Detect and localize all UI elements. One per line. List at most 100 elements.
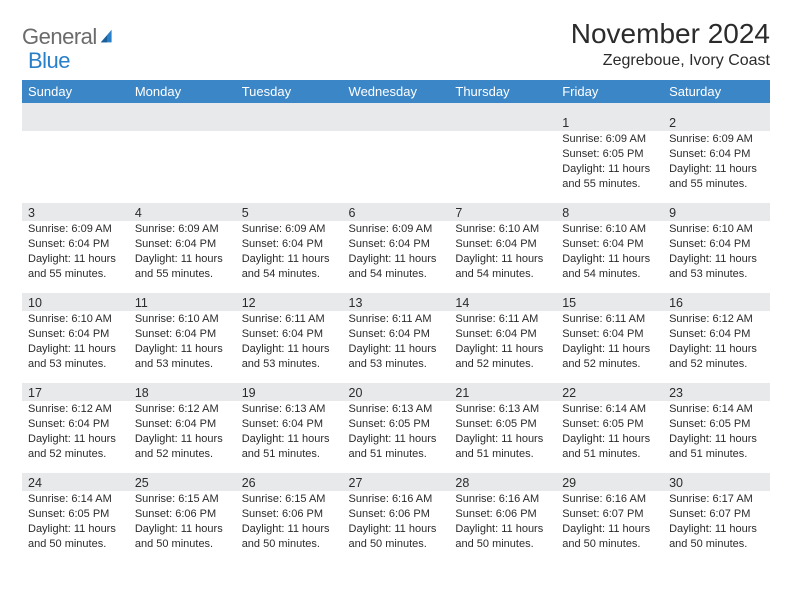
day-cell: Sunrise: 6:13 AMSunset: 6:04 PMDaylight:…: [236, 401, 343, 473]
day-d1: Daylight: 11 hours: [669, 522, 764, 537]
day-sunset: Sunset: 6:04 PM: [669, 237, 764, 252]
day-sunset: Sunset: 6:04 PM: [135, 417, 230, 432]
day-d2: and 50 minutes.: [242, 537, 337, 552]
day-cell: Sunrise: 6:13 AMSunset: 6:05 PMDaylight:…: [343, 401, 450, 473]
day-d1: Daylight: 11 hours: [455, 342, 550, 357]
day-cell: Sunrise: 6:12 AMSunset: 6:04 PMDaylight:…: [663, 311, 770, 383]
day-d2: and 50 minutes.: [562, 537, 657, 552]
day-number: 30: [663, 473, 770, 491]
day-d2: and 51 minutes.: [349, 447, 444, 462]
day-d2: and 50 minutes.: [135, 537, 230, 552]
day-number: 15: [556, 293, 663, 311]
day-number: [449, 113, 556, 131]
week-data-row: Sunrise: 6:14 AMSunset: 6:05 PMDaylight:…: [22, 491, 770, 563]
day-d2: and 53 minutes.: [349, 357, 444, 372]
day-sunset: Sunset: 6:04 PM: [349, 237, 444, 252]
day-d1: Daylight: 11 hours: [135, 522, 230, 537]
day-sunrise: Sunrise: 6:13 AM: [242, 402, 337, 417]
logo: General: [22, 18, 119, 50]
week-daynum-row: 24252627282930: [22, 473, 770, 491]
day-d1: Daylight: 11 hours: [669, 342, 764, 357]
day-number: 9: [663, 203, 770, 221]
day-cell: [129, 131, 236, 203]
day-d1: Daylight: 11 hours: [135, 252, 230, 267]
day-sunrise: Sunrise: 6:11 AM: [455, 312, 550, 327]
day-sunrise: Sunrise: 6:16 AM: [562, 492, 657, 507]
day-sunrise: Sunrise: 6:13 AM: [349, 402, 444, 417]
day-d1: Daylight: 11 hours: [135, 432, 230, 447]
week-daynum-row: 3456789: [22, 203, 770, 221]
day-cell: Sunrise: 6:09 AMSunset: 6:04 PMDaylight:…: [343, 221, 450, 293]
week-data-row: Sunrise: 6:09 AMSunset: 6:05 PMDaylight:…: [22, 131, 770, 203]
day-d2: and 52 minutes.: [669, 357, 764, 372]
day-cell: Sunrise: 6:11 AMSunset: 6:04 PMDaylight:…: [236, 311, 343, 383]
day-cell: Sunrise: 6:15 AMSunset: 6:06 PMDaylight:…: [129, 491, 236, 563]
day-sunrise: Sunrise: 6:14 AM: [562, 402, 657, 417]
day-cell: [236, 131, 343, 203]
dow-monday: Monday: [129, 80, 236, 103]
logo-word2: Blue: [28, 48, 70, 73]
dow-saturday: Saturday: [663, 80, 770, 103]
day-number: 4: [129, 203, 236, 221]
day-sunset: Sunset: 6:05 PM: [562, 147, 657, 162]
day-sunset: Sunset: 6:04 PM: [349, 327, 444, 342]
day-number: 1: [556, 113, 663, 131]
day-d2: and 55 minutes.: [28, 267, 123, 282]
day-d1: Daylight: 11 hours: [455, 432, 550, 447]
week-daynum-row: 12: [22, 113, 770, 131]
day-d2: and 54 minutes.: [562, 267, 657, 282]
day-cell: [343, 131, 450, 203]
day-d2: and 51 minutes.: [669, 447, 764, 462]
day-sunrise: Sunrise: 6:14 AM: [28, 492, 123, 507]
day-sunset: Sunset: 6:05 PM: [349, 417, 444, 432]
day-d1: Daylight: 11 hours: [349, 342, 444, 357]
day-sunrise: Sunrise: 6:11 AM: [349, 312, 444, 327]
day-d2: and 51 minutes.: [562, 447, 657, 462]
day-sunset: Sunset: 6:06 PM: [135, 507, 230, 522]
day-d1: Daylight: 11 hours: [28, 252, 123, 267]
day-d2: and 51 minutes.: [242, 447, 337, 462]
day-d1: Daylight: 11 hours: [562, 162, 657, 177]
day-d1: Daylight: 11 hours: [669, 162, 764, 177]
logo-word1: General: [22, 24, 97, 50]
day-cell: Sunrise: 6:15 AMSunset: 6:06 PMDaylight:…: [236, 491, 343, 563]
day-cell: Sunrise: 6:12 AMSunset: 6:04 PMDaylight:…: [22, 401, 129, 473]
calendar-table: Sunday Monday Tuesday Wednesday Thursday…: [22, 80, 770, 563]
day-cell: Sunrise: 6:09 AMSunset: 6:04 PMDaylight:…: [22, 221, 129, 293]
day-d2: and 54 minutes.: [242, 267, 337, 282]
day-d1: Daylight: 11 hours: [242, 342, 337, 357]
day-number: [343, 113, 450, 131]
day-d2: and 54 minutes.: [455, 267, 550, 282]
day-sunrise: Sunrise: 6:15 AM: [135, 492, 230, 507]
day-number: 17: [22, 383, 129, 401]
day-d1: Daylight: 11 hours: [135, 342, 230, 357]
day-number: 24: [22, 473, 129, 491]
day-sunset: Sunset: 6:04 PM: [135, 327, 230, 342]
day-sunrise: Sunrise: 6:09 AM: [135, 222, 230, 237]
day-sunrise: Sunrise: 6:13 AM: [455, 402, 550, 417]
day-sunrise: Sunrise: 6:09 AM: [669, 132, 764, 147]
day-cell: Sunrise: 6:16 AMSunset: 6:06 PMDaylight:…: [343, 491, 450, 563]
day-d2: and 50 minutes.: [669, 537, 764, 552]
day-cell: Sunrise: 6:17 AMSunset: 6:07 PMDaylight:…: [663, 491, 770, 563]
day-sunrise: Sunrise: 6:17 AM: [669, 492, 764, 507]
day-sunrise: Sunrise: 6:15 AM: [242, 492, 337, 507]
day-sunset: Sunset: 6:06 PM: [455, 507, 550, 522]
day-sunset: Sunset: 6:06 PM: [349, 507, 444, 522]
day-number: [22, 113, 129, 131]
day-sunrise: Sunrise: 6:10 AM: [562, 222, 657, 237]
day-cell: Sunrise: 6:10 AMSunset: 6:04 PMDaylight:…: [663, 221, 770, 293]
day-sunset: Sunset: 6:05 PM: [455, 417, 550, 432]
day-number: 2: [663, 113, 770, 131]
logo-line2: Blue: [28, 48, 70, 74]
day-d1: Daylight: 11 hours: [562, 432, 657, 447]
day-cell: Sunrise: 6:09 AMSunset: 6:04 PMDaylight:…: [663, 131, 770, 203]
day-sunset: Sunset: 6:06 PM: [242, 507, 337, 522]
day-number: 14: [449, 293, 556, 311]
day-number: 29: [556, 473, 663, 491]
day-cell: Sunrise: 6:14 AMSunset: 6:05 PMDaylight:…: [22, 491, 129, 563]
day-d2: and 52 minutes.: [562, 357, 657, 372]
day-cell: Sunrise: 6:10 AMSunset: 6:04 PMDaylight:…: [556, 221, 663, 293]
day-number: 27: [343, 473, 450, 491]
day-d1: Daylight: 11 hours: [455, 252, 550, 267]
